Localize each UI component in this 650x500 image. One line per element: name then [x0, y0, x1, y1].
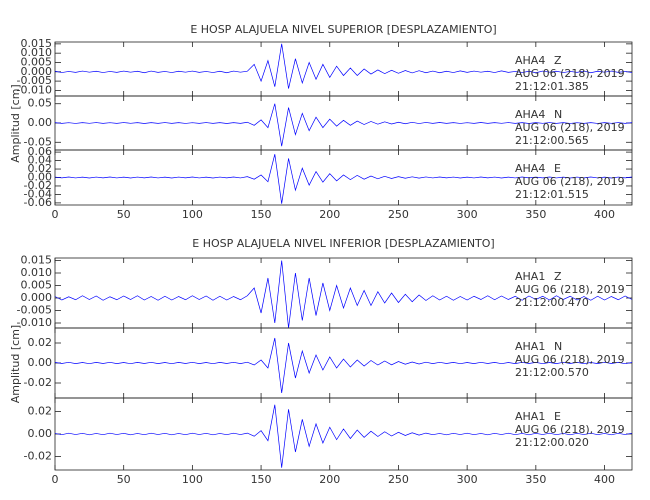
- date-label: AUG 06 (218), 2019: [515, 175, 625, 188]
- y-tick-label: 0.02: [28, 162, 53, 175]
- y-tick-label: 0.015: [21, 37, 53, 50]
- x-tick-label: 250: [388, 473, 409, 486]
- x-tick-label: 0: [52, 473, 59, 486]
- y-tick-label: 0.02: [28, 336, 53, 349]
- y-tick-label: 0.02: [28, 405, 53, 418]
- y-tick-label: 0.00: [28, 427, 53, 440]
- x-tick-label: 300: [457, 208, 478, 221]
- y-tick-label: 0.00: [28, 171, 53, 184]
- component-label: E: [554, 162, 561, 175]
- station-label: AHA1: [515, 410, 545, 423]
- time-label: 21:12:01.515: [515, 188, 589, 201]
- x-tick-label: 150: [251, 473, 272, 486]
- time-label: 21:12:01.385: [515, 80, 589, 93]
- x-tick-label: 400: [594, 208, 615, 221]
- x-tick-label: 150: [251, 208, 272, 221]
- component-label: E: [554, 410, 561, 423]
- x-tick-label: 250: [388, 208, 409, 221]
- y-tick-label: -0.02: [24, 376, 52, 389]
- station-label: AHA1: [515, 270, 545, 283]
- waveform: [54, 404, 633, 468]
- y-tick-label: 0.005: [21, 279, 53, 292]
- y-tick-label: 0.06: [28, 145, 53, 158]
- y-tick-label: -0.005: [17, 74, 52, 87]
- time-label: 21:12:00.470: [515, 296, 589, 309]
- y-tick-label: -0.005: [17, 304, 52, 317]
- time-label: 21:12:00.020: [515, 436, 589, 449]
- date-label: AUG 06 (218), 2019: [515, 121, 625, 134]
- y-tick-label: 0.000: [21, 65, 53, 78]
- x-tick-label: 200: [319, 473, 340, 486]
- station-label: AHA4: [515, 54, 545, 67]
- component-label: Z: [554, 54, 562, 67]
- station-label: AHA4: [515, 108, 545, 121]
- y-axis-label: Amplitud [cm]: [9, 84, 22, 162]
- x-tick-label: 50: [117, 208, 131, 221]
- y-tick-label: -0.02: [24, 450, 52, 463]
- x-tick-label: 350: [525, 473, 546, 486]
- waveform: [54, 154, 633, 204]
- component-label: Z: [554, 270, 562, 283]
- date-label: AUG 06 (218), 2019: [515, 283, 625, 296]
- y-tick-label: -0.010: [17, 316, 52, 329]
- waveform: [54, 103, 633, 147]
- y-tick-label: -0.02: [24, 179, 52, 192]
- y-tick-label: -0.05: [24, 135, 52, 148]
- y-tick-label: 0.00: [28, 356, 53, 369]
- y-tick-label: 0.010: [21, 266, 53, 279]
- date-label: AUG 06 (218), 2019: [515, 353, 625, 366]
- y-tick-label: 0.010: [21, 46, 53, 59]
- y-tick-label: 0.000: [21, 291, 53, 304]
- time-label: 21:12:00.570: [515, 366, 589, 379]
- component-label: N: [554, 108, 562, 121]
- chart-title: E HOSP ALAJUELA NIVEL INFERIOR [DESPLAZA…: [192, 237, 494, 250]
- x-tick-label: 100: [182, 208, 203, 221]
- station-label: AHA1: [515, 340, 545, 353]
- y-axis-label: Amplitud [cm]: [9, 325, 22, 403]
- x-tick-label: 400: [594, 473, 615, 486]
- y-tick-label: 0.005: [21, 55, 53, 68]
- chart-title: E HOSP ALAJUELA NIVEL SUPERIOR [DESPLAZA…: [190, 23, 496, 36]
- waveform: [54, 260, 633, 329]
- y-tick-label: -0.010: [17, 83, 52, 96]
- y-tick-label: -0.04: [24, 187, 52, 200]
- component-label: N: [554, 340, 562, 353]
- y-tick-label: 0.015: [21, 254, 53, 267]
- y-tick-label: -0.06: [24, 196, 52, 209]
- x-tick-label: 50: [117, 473, 131, 486]
- waveform: [54, 337, 633, 394]
- x-tick-label: 350: [525, 208, 546, 221]
- y-tick-label: 0.05: [28, 97, 53, 110]
- x-tick-label: 100: [182, 473, 203, 486]
- y-tick-label: 0.04: [28, 154, 53, 167]
- x-tick-label: 0: [52, 208, 59, 221]
- x-tick-label: 300: [457, 473, 478, 486]
- station-label: AHA4: [515, 162, 545, 175]
- waveform: [54, 43, 633, 89]
- x-tick-label: 200: [319, 208, 340, 221]
- date-label: AUG 06 (218), 2019: [515, 423, 625, 436]
- y-tick-label: 0.00: [28, 116, 53, 129]
- date-label: AUG 06 (218), 2019: [515, 67, 625, 80]
- time-label: 21:12:00.565: [515, 134, 589, 147]
